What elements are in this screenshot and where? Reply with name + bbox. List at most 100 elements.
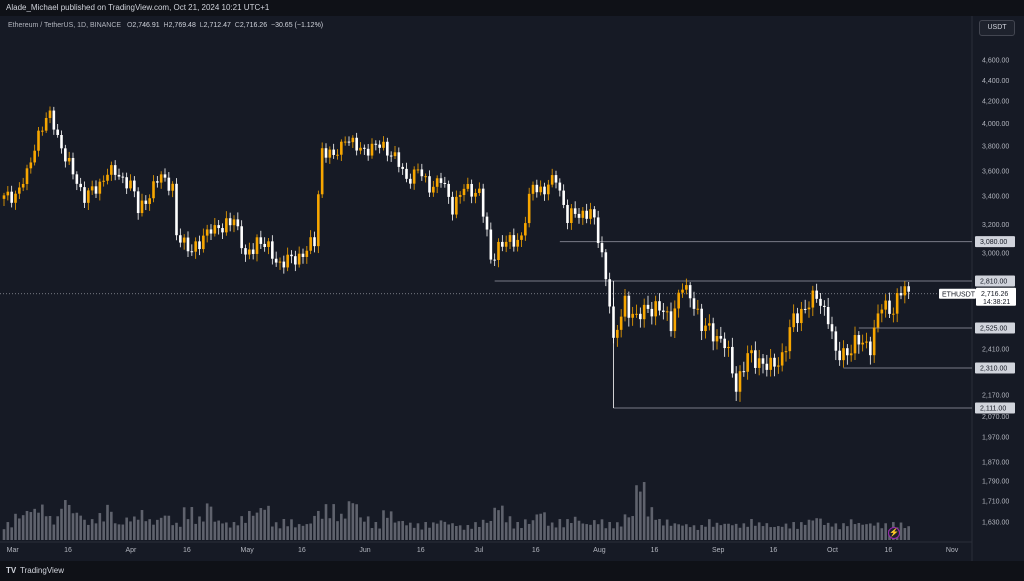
volume-bar	[171, 525, 174, 540]
volume-bar	[83, 519, 86, 540]
volume-bar	[577, 520, 581, 540]
countdown-label: 14:38:21	[983, 299, 1010, 306]
volume-bar	[202, 521, 205, 540]
volume-bar	[64, 500, 67, 540]
level-label: 3,080.00	[980, 239, 1007, 246]
time-tick-label: Sep	[712, 547, 725, 554]
volume-bar	[754, 525, 757, 540]
volume-bar	[278, 528, 282, 540]
volume-bar	[351, 503, 355, 540]
volume-bar	[33, 508, 36, 540]
volume-bar	[363, 521, 366, 540]
tradingview-logo-icon: TV	[6, 566, 17, 575]
candle-body	[202, 235, 205, 250]
candle-body	[577, 213, 581, 218]
level-label: 2,310.00	[980, 366, 1007, 373]
volume-bar	[409, 522, 412, 540]
candle-body	[301, 253, 305, 257]
candle-body	[378, 144, 381, 148]
volume-bar	[186, 519, 190, 540]
candle-body	[803, 308, 807, 310]
volume-bar	[48, 516, 52, 540]
candle-body	[895, 293, 899, 314]
volume-bar	[140, 510, 144, 540]
candle-body	[409, 178, 412, 184]
volume-bar	[37, 512, 40, 540]
level-label: 2,810.00	[980, 279, 1007, 286]
candle-body	[773, 357, 776, 367]
candle-body	[761, 358, 765, 364]
volume-bar	[849, 519, 853, 540]
candle-body	[780, 352, 784, 366]
candle-body	[596, 217, 600, 244]
volume-bar	[796, 528, 799, 540]
candle-body	[259, 237, 263, 244]
candle-body	[87, 190, 90, 203]
volume-bar	[746, 526, 749, 540]
time-tick-label: Oct	[827, 547, 838, 554]
volume-bar	[18, 518, 21, 540]
level-label: 2,111.00	[980, 406, 1006, 413]
volume-bar	[501, 505, 504, 540]
volume-bar	[800, 522, 803, 540]
volume-bar	[508, 516, 512, 540]
chart-area[interactable]	[0, 16, 1024, 561]
volume-bar	[320, 518, 324, 540]
candle-body	[263, 243, 266, 247]
candle-body	[508, 235, 512, 242]
time-tick-label: 16	[298, 547, 306, 554]
candle-body	[194, 241, 197, 252]
candle-body	[324, 148, 328, 158]
currency-button[interactable]: USDT	[979, 20, 1015, 36]
volume-bar	[558, 519, 562, 540]
candle-body	[182, 237, 186, 243]
volume-bar	[159, 517, 163, 540]
candle-body	[512, 235, 516, 247]
candle-body	[501, 241, 504, 247]
volume-bar	[110, 511, 113, 540]
candle-body	[305, 250, 309, 257]
volume-bar	[639, 491, 642, 540]
volume-bar	[857, 523, 861, 540]
last-price-bg	[976, 287, 1016, 306]
open-value: 2,746.91	[132, 22, 160, 29]
candle-body	[646, 304, 650, 309]
candle-body	[458, 195, 462, 197]
volume-bar	[815, 518, 818, 540]
candle-body	[190, 251, 194, 253]
volume-bar	[466, 525, 470, 540]
volume-bar	[696, 529, 700, 540]
candle-body	[826, 306, 830, 325]
volume-bar	[290, 519, 293, 540]
candle-body	[98, 181, 102, 194]
candle-body	[524, 223, 527, 236]
candle-body	[412, 169, 416, 184]
candle-body	[94, 186, 98, 194]
time-tick-label: 16	[183, 547, 191, 554]
volume-bar	[593, 520, 596, 540]
volume-bar	[198, 516, 201, 540]
candle-body	[159, 174, 163, 183]
candle-body	[807, 307, 811, 310]
volume-bar	[420, 529, 424, 540]
volume-bar	[803, 524, 807, 540]
candle-body	[842, 348, 845, 361]
candle-body	[244, 248, 247, 255]
price-tick-label: 4,600.00	[982, 58, 1009, 65]
price-tick-label: 4,000.00	[982, 121, 1009, 128]
volume-bar	[792, 522, 795, 540]
candle-body	[857, 335, 861, 345]
volume-bar	[41, 504, 44, 540]
candle-body	[125, 177, 128, 189]
volume-bar	[60, 508, 63, 540]
volume-bar	[2, 529, 6, 540]
price-tick-label: 1,790.00	[982, 479, 1009, 486]
volume-bar	[144, 521, 148, 540]
volume-bar	[121, 524, 125, 540]
candle-body	[71, 157, 75, 175]
flash-icon[interactable]: ⚡	[888, 527, 900, 539]
volume-bar	[297, 524, 301, 540]
time-tick-label: Jun	[359, 547, 370, 554]
candle-body	[654, 301, 657, 317]
